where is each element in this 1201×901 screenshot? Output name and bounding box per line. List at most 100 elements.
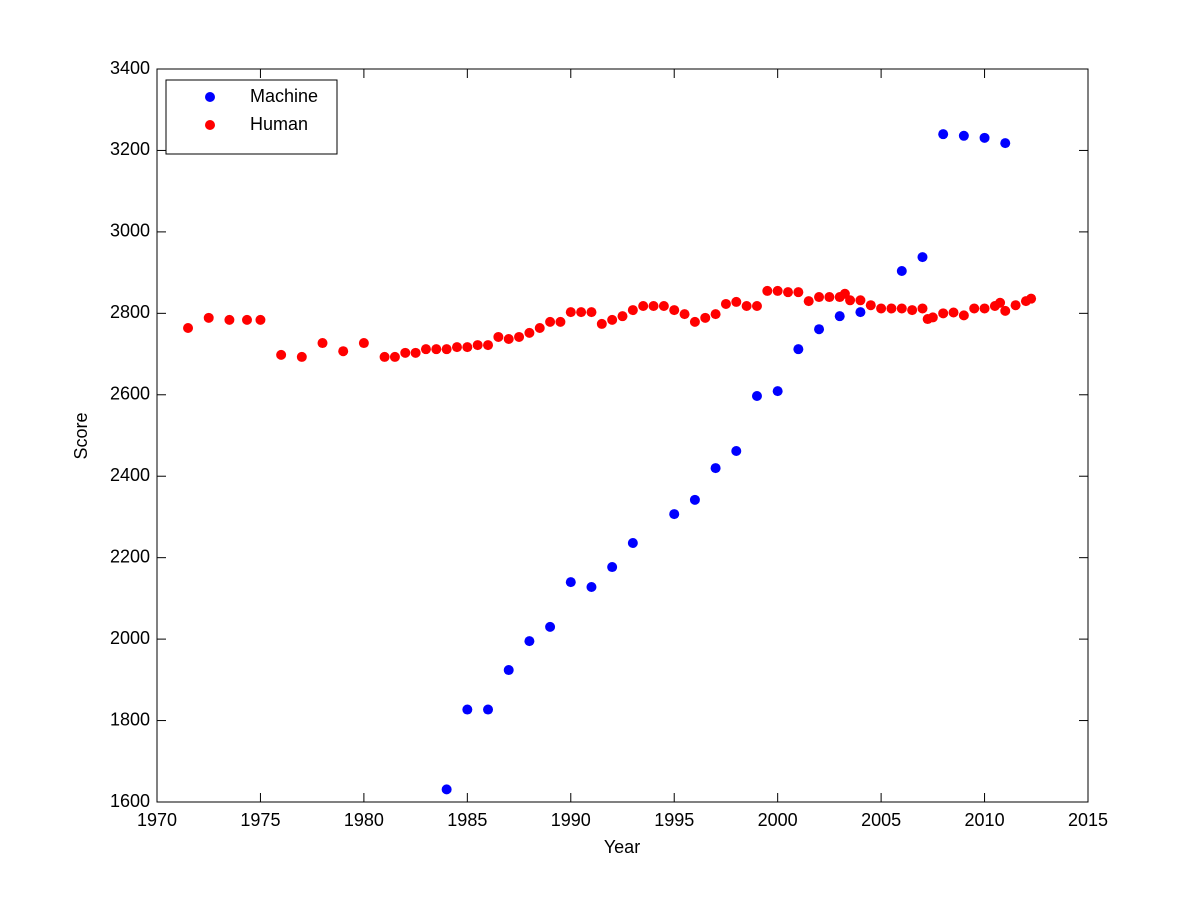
point bbox=[410, 347, 421, 358]
point bbox=[886, 303, 897, 314]
point bbox=[969, 303, 980, 314]
point bbox=[1026, 293, 1037, 304]
point bbox=[524, 327, 535, 338]
point bbox=[400, 347, 411, 358]
point bbox=[741, 301, 752, 312]
point bbox=[576, 307, 587, 318]
x-tick-label: 1975 bbox=[240, 810, 280, 830]
point bbox=[441, 344, 452, 355]
point bbox=[545, 621, 556, 632]
point bbox=[627, 538, 638, 549]
point bbox=[793, 287, 804, 298]
point bbox=[555, 316, 566, 327]
point bbox=[462, 704, 473, 715]
legend-marker bbox=[205, 92, 215, 102]
point bbox=[255, 314, 266, 325]
x-tick-label: 2015 bbox=[1068, 810, 1108, 830]
point bbox=[296, 351, 307, 362]
point bbox=[865, 300, 876, 311]
point bbox=[586, 581, 597, 592]
point bbox=[1000, 305, 1011, 316]
point bbox=[317, 338, 328, 349]
point bbox=[607, 562, 618, 573]
y-tick-label: 2600 bbox=[110, 384, 150, 404]
point bbox=[995, 297, 1006, 308]
point bbox=[814, 292, 825, 303]
point bbox=[700, 312, 711, 323]
point bbox=[483, 340, 494, 351]
point bbox=[731, 445, 742, 456]
y-tick-label: 3200 bbox=[110, 139, 150, 159]
point bbox=[669, 509, 680, 520]
y-axis-label: Score bbox=[71, 412, 91, 459]
point bbox=[338, 346, 349, 357]
point bbox=[627, 305, 638, 316]
point bbox=[545, 316, 556, 327]
point bbox=[241, 314, 252, 325]
point bbox=[658, 301, 669, 312]
point bbox=[565, 307, 576, 318]
point bbox=[617, 311, 628, 322]
point bbox=[358, 338, 369, 349]
point bbox=[389, 351, 400, 362]
point bbox=[772, 285, 783, 296]
point bbox=[472, 340, 483, 351]
x-tick-label: 1990 bbox=[551, 810, 591, 830]
point bbox=[503, 333, 514, 344]
y-tick-label: 3400 bbox=[110, 58, 150, 78]
point bbox=[534, 322, 545, 333]
point bbox=[917, 303, 928, 314]
point bbox=[483, 704, 494, 715]
point bbox=[917, 252, 928, 263]
legend-marker bbox=[205, 120, 215, 130]
x-tick-label: 2000 bbox=[758, 810, 798, 830]
y-tick-label: 2200 bbox=[110, 546, 150, 566]
point bbox=[431, 344, 442, 355]
x-axis-label: Year bbox=[604, 837, 640, 857]
point bbox=[834, 311, 845, 322]
point bbox=[514, 331, 525, 342]
point bbox=[224, 314, 235, 325]
point bbox=[441, 784, 452, 795]
x-tick-label: 1970 bbox=[137, 810, 177, 830]
point bbox=[689, 316, 700, 327]
point bbox=[462, 342, 473, 353]
y-tick-label: 1800 bbox=[110, 709, 150, 729]
point bbox=[751, 301, 762, 312]
x-tick-label: 1985 bbox=[447, 810, 487, 830]
point bbox=[607, 314, 618, 325]
point bbox=[907, 305, 918, 316]
point bbox=[958, 130, 969, 141]
point bbox=[503, 665, 514, 676]
point bbox=[793, 344, 804, 355]
point bbox=[845, 295, 856, 306]
point bbox=[710, 463, 721, 474]
point bbox=[896, 265, 907, 276]
x-tick-label: 2010 bbox=[965, 810, 1005, 830]
point bbox=[855, 307, 866, 318]
point bbox=[689, 494, 700, 505]
y-tick-label: 2400 bbox=[110, 465, 150, 485]
point bbox=[731, 296, 742, 307]
point bbox=[938, 308, 949, 319]
point bbox=[772, 386, 783, 397]
point bbox=[958, 310, 969, 321]
point bbox=[751, 390, 762, 401]
point bbox=[855, 295, 866, 306]
series bbox=[183, 285, 1037, 362]
point bbox=[493, 331, 504, 342]
point bbox=[679, 309, 690, 320]
point bbox=[1000, 138, 1011, 149]
series bbox=[441, 129, 1011, 795]
point bbox=[203, 312, 214, 323]
point bbox=[669, 305, 680, 316]
y-tick-label: 2800 bbox=[110, 302, 150, 322]
point bbox=[648, 301, 659, 312]
point bbox=[803, 296, 814, 307]
point bbox=[762, 285, 773, 296]
point bbox=[565, 577, 576, 588]
point bbox=[1010, 300, 1021, 311]
point bbox=[379, 351, 390, 362]
point bbox=[927, 312, 938, 323]
